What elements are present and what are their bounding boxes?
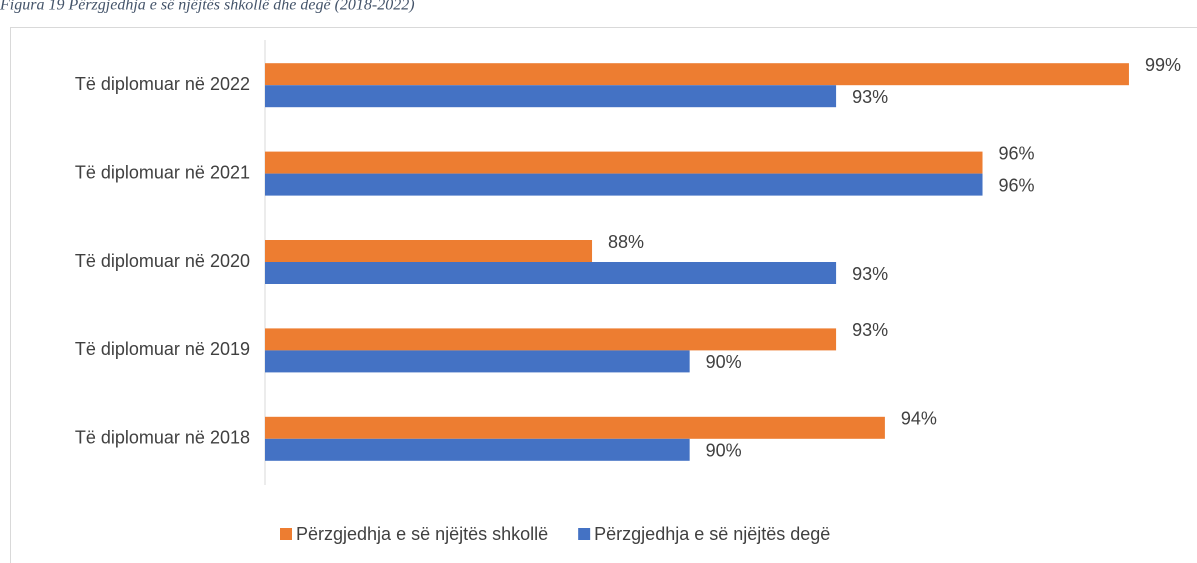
bar <box>265 173 983 196</box>
bar <box>265 85 837 108</box>
data-label: 93% <box>852 264 888 284</box>
y-tick-label: Të diplomuar në 2020 <box>75 251 250 271</box>
bar <box>265 328 837 351</box>
chart-title: Figura 19 Përzgjedhja e së njëjtës shkol… <box>0 0 415 14</box>
data-label: 90% <box>706 352 742 372</box>
bar <box>265 438 690 461</box>
y-tick-label: Të diplomuar në 2018 <box>75 428 250 448</box>
y-tick-label: Të diplomuar në 2019 <box>75 339 250 359</box>
chart-frame <box>10 27 1197 563</box>
bar <box>265 350 690 373</box>
data-label: 94% <box>901 409 937 429</box>
data-label: 88% <box>608 232 644 252</box>
bar <box>265 240 593 262</box>
data-label: 96% <box>999 175 1035 195</box>
y-tick-label: Të diplomuar në 2022 <box>75 74 250 94</box>
bar <box>265 63 1129 86</box>
legend-label: Përzgjedhja e së njëjtës degë <box>594 524 830 544</box>
bar <box>265 262 837 284</box>
legend-label: Përzgjedhja e së njëjtës shkollë <box>296 524 548 544</box>
legend-swatch <box>578 528 591 540</box>
data-label: 90% <box>706 441 742 461</box>
bar <box>265 151 983 174</box>
data-label: 93% <box>852 320 888 340</box>
data-label: 96% <box>999 143 1035 163</box>
data-label: 93% <box>852 87 888 107</box>
bar <box>265 416 885 439</box>
legend-swatch <box>280 528 292 540</box>
y-tick-label: Të diplomuar në 2021 <box>75 162 250 182</box>
data-label: 99% <box>1145 55 1181 75</box>
